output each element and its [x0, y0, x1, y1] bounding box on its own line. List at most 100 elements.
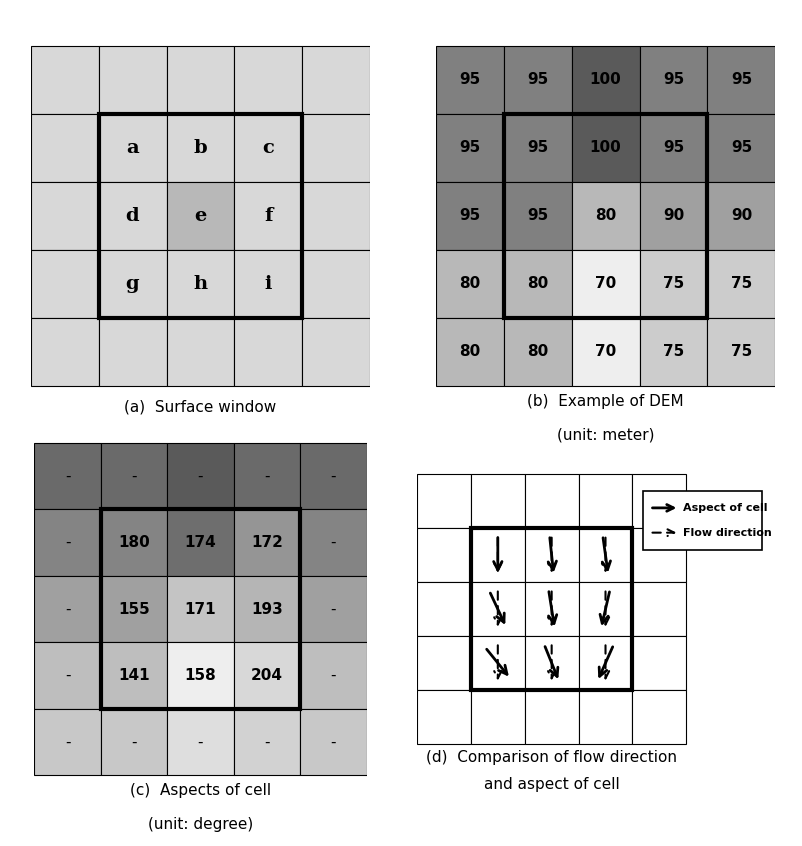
Bar: [233, 642, 300, 709]
Bar: [417, 689, 471, 744]
Bar: [34, 576, 101, 642]
Text: 95: 95: [527, 208, 548, 223]
Text: a: a: [126, 139, 139, 157]
Bar: [167, 182, 234, 250]
Bar: [504, 113, 572, 182]
Bar: [302, 250, 371, 318]
Bar: [572, 113, 639, 182]
Text: 172: 172: [251, 536, 283, 550]
Text: -: -: [132, 469, 137, 484]
Text: 80: 80: [459, 344, 480, 360]
Text: -: -: [264, 469, 269, 484]
Text: (unit: degree): (unit: degree): [148, 816, 253, 832]
Bar: [233, 509, 300, 576]
Text: h: h: [193, 275, 208, 293]
Text: 193: 193: [251, 602, 283, 617]
Bar: [167, 250, 234, 318]
Bar: [300, 709, 367, 775]
Text: -: -: [65, 536, 71, 550]
Bar: [707, 46, 776, 113]
Bar: [101, 642, 168, 709]
Bar: [417, 582, 471, 636]
Text: -: -: [330, 602, 336, 617]
Bar: [639, 113, 707, 182]
Bar: [707, 182, 776, 250]
Bar: [168, 509, 233, 576]
Bar: [471, 636, 525, 689]
Bar: [99, 182, 167, 250]
Bar: [168, 443, 233, 509]
Bar: [101, 509, 300, 709]
Bar: [30, 46, 99, 113]
Bar: [504, 46, 572, 113]
Bar: [99, 250, 167, 318]
Text: 95: 95: [527, 72, 548, 87]
Bar: [707, 318, 776, 386]
Bar: [234, 318, 302, 386]
Bar: [633, 689, 687, 744]
Text: 75: 75: [663, 344, 684, 360]
Text: (c)  Aspects of cell: (c) Aspects of cell: [130, 783, 271, 799]
Text: 75: 75: [663, 276, 684, 291]
Bar: [471, 689, 525, 744]
Text: 90: 90: [663, 208, 684, 223]
Bar: [302, 318, 371, 386]
Text: c: c: [262, 139, 274, 157]
Bar: [525, 689, 578, 744]
Bar: [233, 576, 300, 642]
Bar: [504, 250, 572, 318]
Bar: [300, 642, 367, 709]
Text: 80: 80: [459, 276, 480, 291]
Bar: [578, 582, 633, 636]
Text: -: -: [65, 734, 71, 750]
Bar: [300, 509, 367, 576]
Text: Aspect of cell: Aspect of cell: [683, 503, 768, 513]
Bar: [168, 709, 233, 775]
Text: -: -: [65, 602, 71, 617]
Bar: [639, 318, 707, 386]
Bar: [525, 582, 578, 636]
Text: -: -: [198, 734, 203, 750]
Text: 95: 95: [663, 72, 684, 87]
Bar: [30, 318, 99, 386]
Bar: [167, 318, 234, 386]
Bar: [504, 318, 572, 386]
Text: 80: 80: [527, 276, 548, 291]
Text: 95: 95: [459, 72, 480, 87]
Bar: [707, 113, 776, 182]
Text: 204: 204: [251, 668, 283, 683]
Bar: [504, 182, 572, 250]
Text: e: e: [194, 206, 207, 225]
Bar: [639, 250, 707, 318]
Text: 95: 95: [731, 140, 752, 156]
Text: 95: 95: [459, 208, 480, 223]
Bar: [99, 46, 167, 113]
Bar: [30, 113, 99, 182]
Bar: [572, 318, 639, 386]
Text: 80: 80: [527, 344, 548, 360]
Bar: [300, 443, 367, 509]
Text: -: -: [65, 469, 71, 484]
Bar: [435, 318, 504, 386]
Bar: [30, 250, 99, 318]
Text: 90: 90: [731, 208, 752, 223]
Bar: [101, 443, 168, 509]
Bar: [34, 642, 101, 709]
Text: -: -: [264, 734, 269, 750]
Bar: [167, 113, 234, 182]
Bar: [578, 636, 633, 689]
Bar: [99, 113, 302, 318]
Text: (a)  Surface window: (a) Surface window: [124, 399, 277, 415]
Text: 171: 171: [184, 602, 217, 617]
Bar: [302, 182, 371, 250]
Bar: [525, 636, 578, 689]
Bar: [633, 636, 687, 689]
Text: i: i: [265, 275, 272, 293]
Text: 155: 155: [118, 602, 150, 617]
Bar: [234, 182, 302, 250]
Text: -: -: [198, 469, 203, 484]
Bar: [572, 182, 639, 250]
Bar: [417, 636, 471, 689]
Bar: [525, 529, 578, 582]
Text: -: -: [65, 668, 71, 683]
